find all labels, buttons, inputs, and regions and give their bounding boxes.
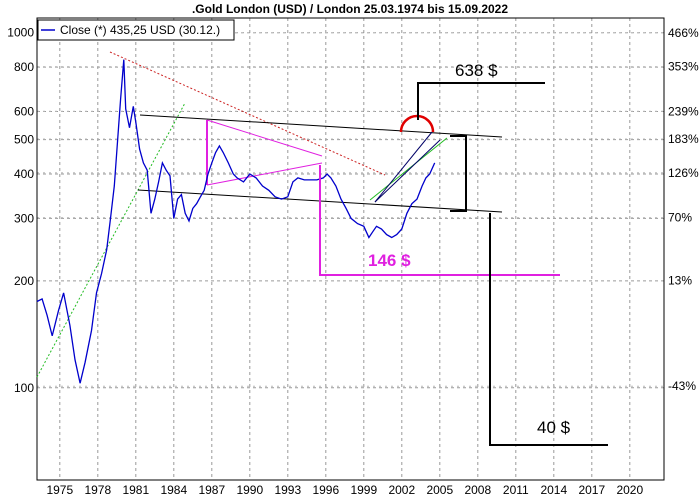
- x-tick-label: 2002: [388, 483, 415, 497]
- price-series-line: [36, 59, 436, 384]
- x-tick-label: 1975: [46, 483, 73, 497]
- lower-target-bracket: [489, 213, 608, 446]
- y-tick-label-left: 100: [14, 381, 34, 395]
- plot-area-border: [36, 17, 665, 481]
- y-tick-label-right: 239%: [668, 104, 699, 118]
- x-tick-label: 1981: [122, 483, 149, 497]
- x-tick-label: 1999: [350, 483, 377, 497]
- magenta-triangle-top: [206, 119, 323, 157]
- y-tick-label-right: 126%: [668, 166, 699, 180]
- x-tick-label: 1996: [312, 483, 339, 497]
- lower-target-label: 40 $: [537, 418, 571, 437]
- y-axis-left-ticks: 1000 800 600 500 400 300 200 100: [7, 26, 34, 395]
- y-tick-label-left: 600: [14, 104, 34, 118]
- x-tick-label: 1990: [236, 483, 263, 497]
- legend: Close (*) 435,25 USD (30.12.): [37, 19, 235, 41]
- x-tick-label: 1984: [160, 483, 187, 497]
- y-tick-label-left: 800: [14, 60, 34, 74]
- wedge-line-a: [374, 131, 433, 203]
- x-tick-label: 1978: [84, 483, 111, 497]
- y-axis-right-ticks: 466% 353% 239% 183% 126% 70% 13% -43%: [668, 26, 699, 393]
- legend-box: [37, 19, 235, 41]
- measure-bracket-right: [450, 135, 467, 212]
- x-axis-ticks: 1975 1978 1981 1984 1987 1990 1993 1996 1999 2002…: [46, 483, 643, 497]
- y-tick-label-right: 183%: [668, 132, 699, 146]
- legend-label: Close (*) 435,25 USD (30.12.): [60, 23, 220, 37]
- x-tick-label: 2008: [464, 483, 491, 497]
- chart-grid: [37, 18, 664, 480]
- middle-target-label: 146 $: [368, 251, 411, 270]
- y-tick-label-right: 13%: [668, 274, 692, 288]
- y-tick-label-left: 400: [14, 167, 34, 181]
- y-tick-label-right: 466%: [668, 26, 699, 40]
- y-tick-label-right: 70%: [668, 211, 692, 225]
- y-tick-label-left: 300: [14, 211, 34, 225]
- x-tick-label: 2020: [616, 483, 643, 497]
- middle-target-bracket: [319, 165, 560, 276]
- y-tick-label-left: 1000: [7, 26, 34, 40]
- target-markers: 638 $ 146 $ 40 $: [319, 61, 608, 446]
- upper-target-bracket: [417, 82, 545, 120]
- y-tick-label-left: 200: [14, 274, 34, 288]
- y-tick-label-right: 353%: [668, 60, 699, 74]
- x-tick-label: 1987: [198, 483, 225, 497]
- x-tick-label: 2014: [540, 483, 567, 497]
- y-tick-label-right: -43%: [668, 379, 696, 393]
- x-tick-label: 2005: [426, 483, 453, 497]
- upper-target-label: 638 $: [455, 61, 498, 80]
- chart-title: .Gold London (USD) / London 25.03.1974 b…: [192, 2, 508, 16]
- x-tick-label: 2017: [578, 483, 605, 497]
- wedge-line-b: [374, 139, 441, 203]
- x-tick-label: 2011: [503, 483, 529, 497]
- green-trend-line-short: [369, 137, 448, 201]
- upper-channel-line: [139, 114, 503, 138]
- y-tick-label-left: 500: [14, 133, 34, 147]
- magenta-triangle-bottom: [206, 162, 323, 186]
- x-tick-label: 1993: [274, 483, 301, 497]
